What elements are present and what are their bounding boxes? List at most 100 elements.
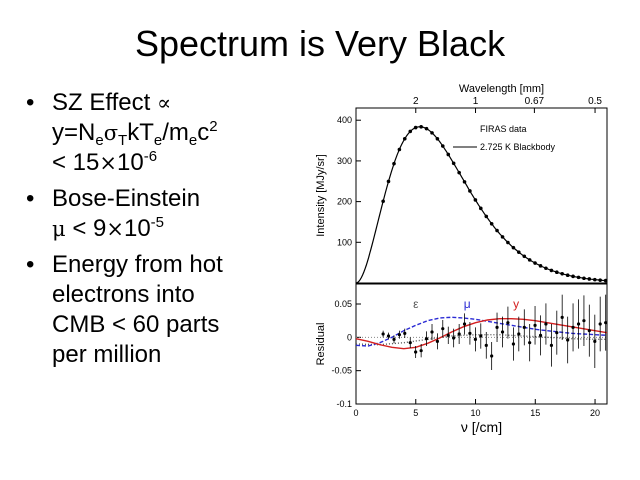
- residual-y-tick-label: -0.05: [331, 366, 352, 376]
- residual-point: [533, 323, 537, 327]
- firas-data-point: [533, 261, 537, 265]
- sup-2: 2: [209, 118, 218, 135]
- firas-data-point: [419, 124, 423, 129]
- firas-data-point: [598, 278, 602, 282]
- firas-data-point: [593, 277, 597, 282]
- intensity-axis-label: Intensity [MJy/sr]: [315, 154, 327, 237]
- slide-title: Spectrum is Very Black: [134, 23, 506, 64]
- y-tick-label: 100: [337, 237, 352, 247]
- residual-point: [452, 336, 456, 340]
- bullet-list: • SZ Effect ∝ y=NeσTkTe/mec2 < 15×10-6 •…: [26, 88, 296, 376]
- residual-point: [555, 331, 559, 335]
- kt-text: kT: [127, 119, 154, 146]
- firas-data-point: [527, 258, 532, 262]
- residual-point: [435, 339, 439, 343]
- firas-data-point: [435, 136, 440, 141]
- top-tick-label: 0.5: [588, 96, 602, 107]
- residual-point: [479, 334, 483, 338]
- residual-point: [403, 331, 407, 335]
- residual-point: [381, 332, 385, 336]
- bullet-marker: •: [26, 185, 35, 212]
- mu-curve: [355, 316, 608, 347]
- residual-point: [544, 322, 548, 326]
- x-tick-label: 0: [353, 408, 358, 418]
- times-symbol: ×: [99, 151, 117, 175]
- residual-point: [397, 333, 401, 337]
- x-tick-label: 15: [530, 408, 540, 418]
- residual-point: [500, 330, 505, 334]
- y-label: y: [513, 297, 519, 311]
- x-tick-label: 10: [471, 408, 481, 418]
- sigma-symbol: σ: [103, 121, 119, 145]
- firas-data-point: [565, 273, 570, 277]
- nu-axis-label: ν [/cm]: [461, 419, 502, 435]
- exp-6: -6: [143, 148, 158, 165]
- residual-axis-label: Residual: [315, 323, 327, 366]
- sz-line-2: y=NeσTkTe/mec2: [52, 118, 296, 148]
- residual-point: [587, 329, 591, 333]
- sub-t: T: [118, 132, 128, 149]
- times-symbol: ×: [106, 217, 124, 241]
- x-tick-label: 20: [590, 408, 600, 418]
- energy-line-2: electrons into: [52, 281, 195, 308]
- residual-point: [593, 339, 597, 343]
- wavelength-axis-label: Wavelength [mm]: [459, 83, 544, 95]
- firas-data-point: [451, 161, 456, 166]
- firas-data-point: [538, 264, 543, 268]
- residual-y-tick-label: -0.1: [336, 399, 352, 409]
- epsilon-curve: [355, 334, 607, 346]
- residual-point: [598, 322, 602, 326]
- residual-point: [424, 337, 429, 341]
- firas-data-point: [473, 198, 478, 202]
- y-tick-label: 200: [337, 197, 352, 207]
- firas-data-point: [484, 214, 489, 219]
- energy-line-4: per million: [52, 341, 162, 368]
- firas-data-point: [402, 136, 407, 141]
- residual-point: [468, 331, 472, 335]
- bullet-bose-einstein: • Bose-Einstein μ < 9×10-5: [26, 184, 296, 244]
- sub-e2: e: [153, 132, 163, 149]
- residual-point: [517, 332, 521, 336]
- y-tick-label: 400: [337, 115, 352, 125]
- residual-point: [495, 325, 499, 329]
- top-tick-label: 0.67: [525, 96, 545, 107]
- residual-point: [490, 354, 494, 358]
- y-eq-text: y=N: [52, 119, 96, 146]
- sz-line-1: SZ Effect ∝: [52, 88, 296, 118]
- ten-text: 10: [123, 215, 151, 242]
- legend-blackbody: 2.725 K Blackbody: [480, 142, 556, 152]
- firas-data-point: [495, 228, 499, 233]
- residual-point: [419, 349, 423, 353]
- epsilon-label: ε: [413, 297, 419, 311]
- residual-point: [511, 342, 516, 346]
- firas-data-point: [560, 271, 564, 276]
- residual-point: [484, 343, 488, 347]
- firas-data-point: [440, 144, 445, 148]
- residual-point: [560, 315, 564, 319]
- residual-point: [576, 322, 581, 326]
- bullet-energy: • Energy from hot electrons into CMB < 6…: [26, 250, 296, 370]
- firas-data-point: [516, 250, 521, 254]
- firas-data-point: [478, 206, 483, 211]
- residual-point: [506, 321, 510, 325]
- residual-y-tick-label: 0.05: [334, 299, 352, 309]
- lt15-text: < 15: [52, 149, 100, 176]
- c-text: c: [197, 119, 210, 146]
- firas-data-point: [506, 240, 510, 245]
- y-tick-label: 300: [337, 156, 352, 166]
- firas-data-point: [582, 276, 586, 281]
- m-text: /m: [162, 119, 189, 146]
- legend-firas: FIRAS data: [480, 124, 527, 134]
- firas-data-point: [462, 180, 467, 184]
- firas-data-point: [413, 125, 418, 130]
- firas-data-point: [587, 277, 592, 281]
- residual-point: [462, 322, 467, 326]
- sz-text: SZ Effect: [52, 89, 157, 116]
- y-curve: [355, 318, 608, 350]
- sub-e: e: [95, 132, 104, 149]
- residual-point: [604, 321, 608, 325]
- residual-point: [538, 333, 543, 337]
- residual-point: [528, 341, 532, 345]
- bullet-marker: •: [26, 89, 35, 116]
- residual-point: [571, 325, 575, 329]
